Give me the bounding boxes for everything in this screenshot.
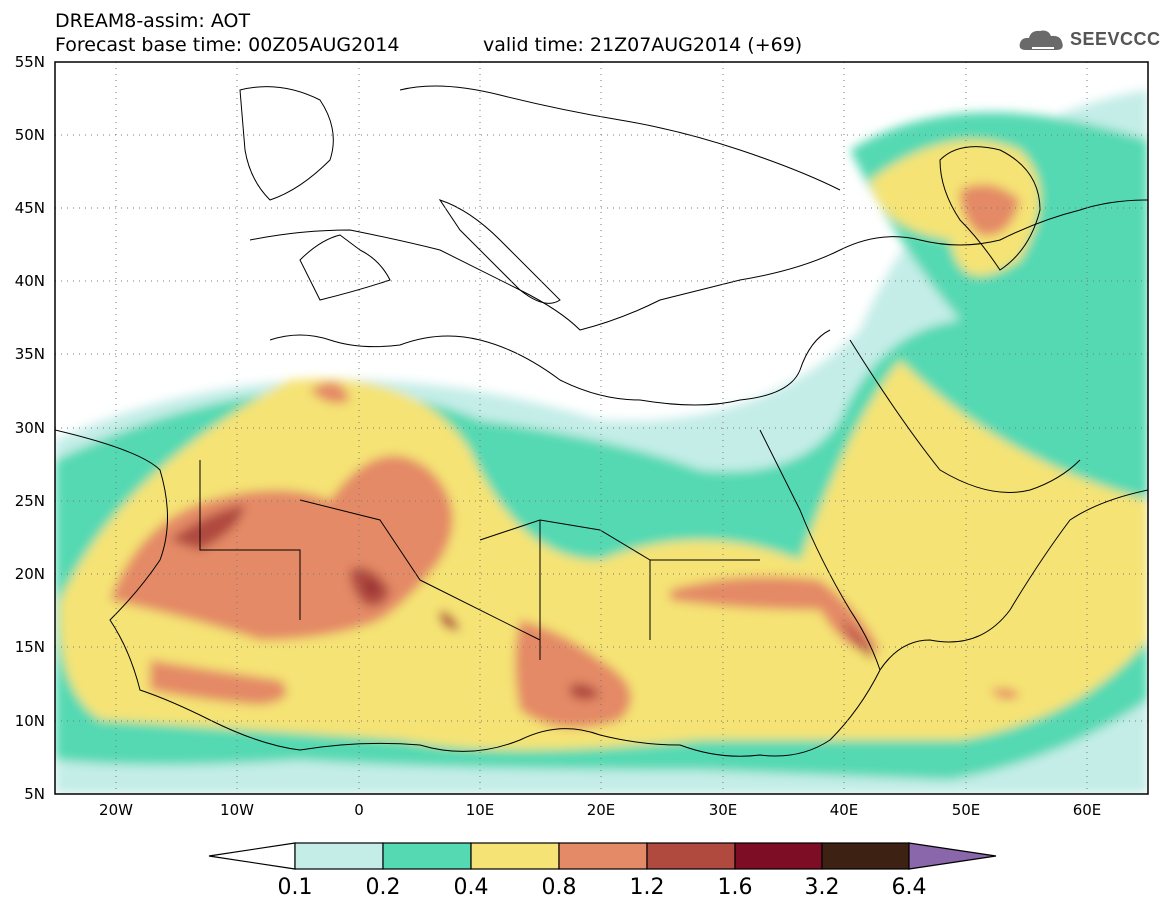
colorbar-label: 1.2	[630, 875, 665, 900]
colorbar-segment	[908, 842, 997, 870]
colorbar-label: 0.4	[454, 875, 489, 900]
latitude-axis: 55N 50N 45N 40N 35N 30N 25N 20N 15N 10N …	[15, 53, 45, 803]
colorbar-label: 6.4	[892, 875, 927, 900]
lon-tick-label: 0	[354, 801, 364, 819]
valid-time: valid time: 21Z07AUG2014 (+69)	[483, 34, 803, 56]
lon-tick-label: 20E	[587, 801, 616, 819]
colorbar-segment	[734, 842, 823, 870]
colorbar-segment	[470, 842, 560, 870]
lon-tick-label: 10W	[220, 801, 254, 819]
lat-tick-label: 5N	[24, 785, 45, 803]
lat-tick-label: 45N	[15, 199, 45, 217]
cloud-icon	[1019, 30, 1063, 50]
colorbar-segment	[208, 842, 296, 870]
lat-tick-label: 15N	[15, 638, 45, 656]
colorbar	[208, 842, 997, 870]
longitude-axis: 20W 10W 0 10E 20E 30E 40E 50E 60E	[99, 801, 1101, 819]
map-frame	[54, 61, 1149, 795]
lat-tick-label: 40N	[15, 272, 45, 290]
forecast-base-time: Forecast base time: 00Z05AUG2014	[55, 34, 400, 56]
colorbar-segment	[821, 842, 910, 870]
colorbar-labels: 0.1 0.2 0.4 0.8 1.2 1.6 3.2 6.4	[278, 875, 927, 900]
colorbar-segment	[382, 842, 472, 870]
lat-tick-label: 50N	[15, 126, 45, 144]
lat-tick-label: 20N	[15, 565, 45, 583]
lon-tick-label: 10E	[466, 801, 495, 819]
lat-tick-label: 25N	[15, 492, 45, 510]
colorbar-label: 0.1	[278, 875, 313, 900]
lon-tick-label: 20W	[99, 801, 133, 819]
lat-lon-grid	[55, 62, 1148, 794]
seevccc-logo: SEEVCCC	[1070, 29, 1161, 49]
lat-tick-label: 30N	[15, 419, 45, 437]
colorbar-label: 0.2	[366, 875, 401, 900]
lon-tick-label: 40E	[830, 801, 859, 819]
lat-tick-label: 55N	[15, 53, 45, 71]
lat-tick-label: 35N	[15, 345, 45, 363]
lat-tick-label: 10N	[15, 712, 45, 730]
colorbar-segment	[646, 842, 736, 870]
colorbar-segment	[294, 842, 384, 870]
lon-tick-label: 30E	[709, 801, 738, 819]
colorbar-segment	[558, 842, 648, 870]
colorbar-label: 3.2	[805, 875, 840, 900]
map-title: DREAM8-assim: AOT	[55, 10, 251, 32]
aot-fields	[55, 90, 1148, 794]
colorbar-label: 0.8	[542, 875, 577, 900]
coastlines-and-borders	[55, 85, 1148, 757]
colorbar-label: 1.6	[718, 875, 753, 900]
lon-tick-label: 50E	[952, 801, 981, 819]
lon-tick-label: 60E	[1073, 801, 1102, 819]
